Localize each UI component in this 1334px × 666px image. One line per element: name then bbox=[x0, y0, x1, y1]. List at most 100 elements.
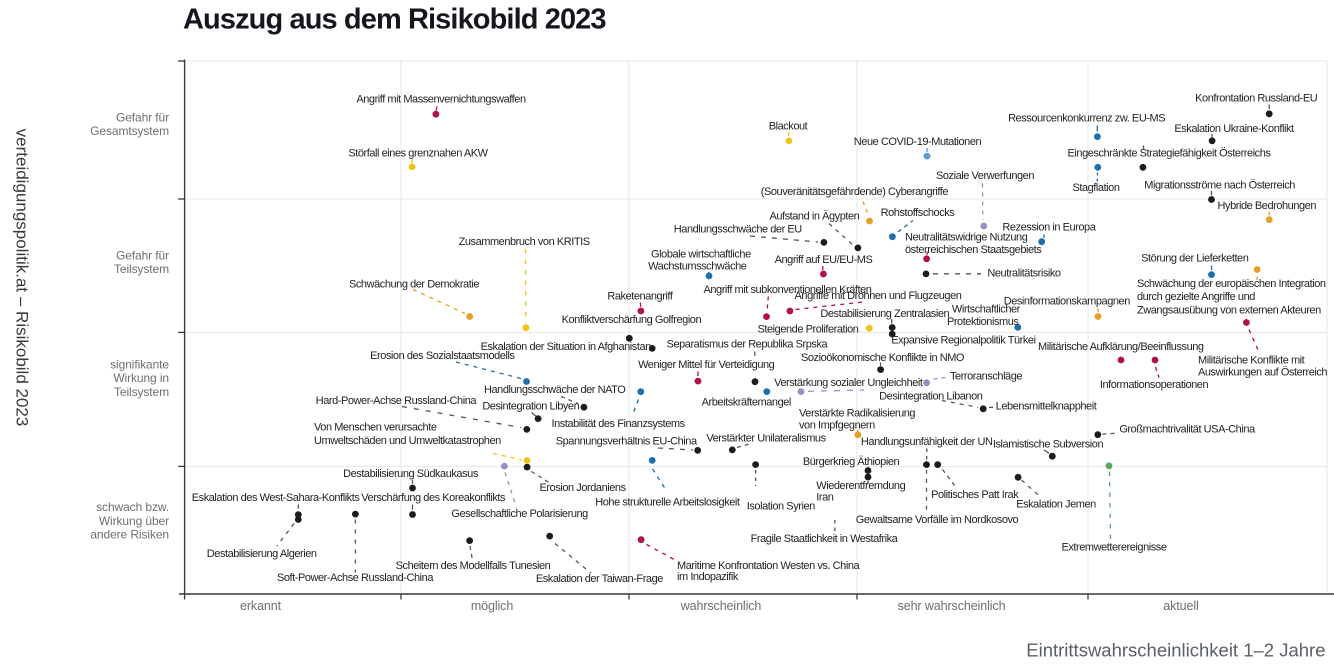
svg-text:Bürgerkrieg Äthiopien: Bürgerkrieg Äthiopien bbox=[803, 456, 900, 468]
svg-text:Handlungsunfähigkeit der UN: Handlungsunfähigkeit der UN bbox=[861, 436, 993, 448]
svg-text:Störfall eines grenznahen AKW: Störfall eines grenznahen AKW bbox=[348, 148, 488, 160]
svg-text:Teilsystem: Teilsystem bbox=[114, 262, 169, 276]
svg-text:Expansive Regionalpolitik Türk: Expansive Regionalpolitik Türkei bbox=[891, 334, 1035, 346]
svg-text:Erosion Jordaniens: Erosion Jordaniens bbox=[540, 482, 627, 494]
svg-text:Migrationsströme nach Österrei: Migrationsströme nach Österreich bbox=[1144, 179, 1295, 191]
svg-text:Isolation Syrien: Isolation Syrien bbox=[747, 501, 815, 513]
svg-text:Angriff mit Massenvernichtungs: Angriff mit Massenvernichtungswaffen bbox=[356, 93, 526, 105]
svg-text:andere Risiken: andere Risiken bbox=[90, 527, 169, 541]
svg-text:Raketenangriff: Raketenangriff bbox=[607, 290, 673, 302]
svg-text:signifikante: signifikante bbox=[110, 357, 169, 371]
svg-text:Zusammenbruch von KRITIS: Zusammenbruch von KRITIS bbox=[459, 236, 590, 248]
svg-text:Angriffe mit Drohnen und Flugz: Angriffe mit Drohnen und Flugzeugen bbox=[795, 290, 962, 302]
svg-text:Extremwetterereignisse: Extremwetterereignisse bbox=[1061, 542, 1166, 554]
svg-text:aktuell: aktuell bbox=[1163, 599, 1198, 613]
svg-text:Stagflation: Stagflation bbox=[1072, 182, 1119, 194]
svg-text:Eskalation Jemen: Eskalation Jemen bbox=[1016, 498, 1096, 510]
svg-text:Informationsoperationen: Informationsoperationen bbox=[1100, 379, 1209, 391]
svg-text:Islamistische Subversion: Islamistische Subversion bbox=[993, 438, 1104, 450]
svg-text:Desintegration Libanon: Desintegration Libanon bbox=[879, 391, 983, 403]
svg-text:Hybride Bedrohungen: Hybride Bedrohungen bbox=[1218, 200, 1317, 212]
svg-text:Scheitern des Modellfalls Tune: Scheitern des Modellfalls Tunesien bbox=[396, 560, 551, 572]
svg-text:Neutralitätsrisiko: Neutralitätsrisiko bbox=[987, 268, 1061, 280]
svg-text:Verschärfung des Koreakonflikt: Verschärfung des Koreakonflikts bbox=[361, 492, 506, 504]
svg-text:sehr wahrscheinlich: sehr wahrscheinlich bbox=[898, 599, 1006, 613]
svg-text:Wirkung über: Wirkung über bbox=[99, 514, 169, 528]
svg-text:Maritime Konfrontation Westen: Maritime Konfrontation Westen vs. China bbox=[677, 560, 861, 572]
svg-text:Auszug aus dem Risikobild 2023: Auszug aus dem Risikobild 2023 bbox=[183, 4, 606, 36]
svg-text:Soziale Verwerfungen: Soziale Verwerfungen bbox=[936, 170, 1034, 182]
svg-text:schwach bzw.: schwach bzw. bbox=[96, 500, 169, 514]
svg-text:erkannt: erkannt bbox=[240, 599, 282, 613]
svg-text:von Impfgegnern: von Impfgegnern bbox=[799, 420, 875, 432]
svg-text:Gefahr für: Gefahr für bbox=[116, 110, 169, 124]
svg-text:Destabilisierung Südkaukasus: Destabilisierung Südkaukasus bbox=[343, 468, 479, 480]
svg-text:Destabilisierung Algerien: Destabilisierung Algerien bbox=[207, 548, 317, 560]
svg-text:Wiederentfremdung: Wiederentfremdung bbox=[816, 480, 905, 492]
svg-text:Instabilität des Finanzsystems: Instabilität des Finanzsystems bbox=[551, 418, 685, 430]
svg-text:Iran: Iran bbox=[816, 492, 833, 504]
svg-text:Konfliktverschärfung Golfregio: Konfliktverschärfung Golfregion bbox=[562, 314, 702, 326]
svg-text:Gesamtsystem: Gesamtsystem bbox=[90, 124, 169, 138]
svg-text:Auswirkungen auf Österreich: Auswirkungen auf Österreich bbox=[1198, 366, 1327, 378]
svg-text:Soft-Power-Achse Russland-Chin: Soft-Power-Achse Russland-China bbox=[277, 572, 434, 584]
svg-text:Eskalation der Taiwan-Frage: Eskalation der Taiwan-Frage bbox=[536, 573, 663, 585]
svg-text:Großmachtrivalität USA-China: Großmachtrivalität USA-China bbox=[1119, 424, 1256, 436]
svg-text:Militärische Konflikte mit: Militärische Konflikte mit bbox=[1198, 355, 1305, 367]
svg-text:Steigende Proliferation: Steigende Proliferation bbox=[758, 323, 859, 335]
svg-text:Globale wirtschaftliche: Globale wirtschaftliche bbox=[651, 249, 751, 261]
svg-text:Hard-Power-Achse Russland-Chin: Hard-Power-Achse Russland-China bbox=[316, 395, 478, 407]
svg-text:Ressourcenkonkurrenz zw. EU-MS: Ressourcenkonkurrenz zw. EU-MS bbox=[1008, 113, 1165, 125]
svg-text:Weniger Mittel für Verteidigun: Weniger Mittel für Verteidigung bbox=[638, 359, 775, 371]
svg-text:Desintegration Libyen: Desintegration Libyen bbox=[482, 400, 579, 412]
svg-text:Eintrittswahrscheinlichkeit 1–: Eintrittswahrscheinlichkeit 1–2 Jahre bbox=[1026, 640, 1325, 661]
svg-text:Wirtschaftlicher: Wirtschaftlicher bbox=[952, 304, 1021, 316]
svg-text:Störung der Lieferketten: Störung der Lieferketten bbox=[1141, 253, 1249, 265]
svg-text:Wirkung in: Wirkung in bbox=[113, 371, 169, 385]
svg-text:Fragile Staatlichkeit in Westa: Fragile Staatlichkeit in Westafrika bbox=[751, 533, 899, 545]
svg-text:Angriff mit subkonventionellen: Angriff mit subkonventionellen Kräften bbox=[704, 284, 872, 296]
svg-text:Spannungsverhältnis EU-China: Spannungsverhältnis EU-China bbox=[556, 436, 698, 448]
svg-text:Arbeitskräftemangel: Arbeitskräftemangel bbox=[702, 397, 791, 409]
svg-text:Eskalation Ukraine-Konflikt: Eskalation Ukraine-Konflikt bbox=[1174, 123, 1294, 135]
svg-text:Konfrontation Russland-EU: Konfrontation Russland-EU bbox=[1195, 92, 1318, 104]
svg-text:Verstärkung sozialer Ungleichh: Verstärkung sozialer Ungleichheit bbox=[774, 377, 923, 389]
svg-text:Desinformationskampagnen: Desinformationskampagnen bbox=[1004, 296, 1130, 308]
svg-text:Verstärkte Radikalisierung: Verstärkte Radikalisierung bbox=[799, 408, 915, 420]
svg-text:Neutralitätswidrige Nutzung: Neutralitätswidrige Nutzung bbox=[905, 232, 1028, 244]
svg-text:Protektionismus: Protektionismus bbox=[947, 316, 1019, 328]
svg-text:Militärische Aufklärung/Beeinf: Militärische Aufklärung/Beeinflussung bbox=[1038, 341, 1204, 353]
svg-text:Angriff auf EU/EU-MS: Angriff auf EU/EU-MS bbox=[775, 254, 873, 266]
svg-text:Wachstumsschwäche: Wachstumsschwäche bbox=[648, 261, 747, 273]
svg-text:Handlungsschwäche der EU: Handlungsschwäche der EU bbox=[674, 224, 803, 236]
svg-text:Blackout: Blackout bbox=[769, 120, 808, 132]
svg-text:(Souveränitätsgefährdende) Cyb: (Souveränitätsgefährdende) Cyberangriffe bbox=[761, 186, 949, 198]
svg-text:durch gezielte Angriffe und: durch gezielte Angriffe und bbox=[1137, 291, 1255, 303]
svg-text:Rohstoffschocks: Rohstoffschocks bbox=[881, 207, 956, 219]
svg-text:Umweltschäden und Umweltkatast: Umweltschäden und Umweltkatastrophen bbox=[314, 435, 501, 447]
svg-text:verteidigungspolitik.at – Risi: verteidigungspolitik.at – Risikobild 202… bbox=[12, 129, 31, 427]
svg-text:möglich: möglich bbox=[471, 599, 514, 613]
svg-text:Rezession in Europa: Rezession in Europa bbox=[1002, 222, 1096, 234]
svg-text:österreichischen Staatsgebiets: österreichischen Staatsgebiets bbox=[905, 244, 1042, 256]
svg-text:im Indopazifik: im Indopazifik bbox=[677, 571, 739, 583]
svg-text:Destabilisierung Zentralasien: Destabilisierung Zentralasien bbox=[820, 308, 949, 320]
svg-text:Lebensmittelknappheit: Lebensmittelknappheit bbox=[996, 401, 1097, 413]
svg-text:Schwächung der Demokratie: Schwächung der Demokratie bbox=[349, 279, 479, 291]
svg-text:Sozioökonomische Konflikte in: Sozioökonomische Konflikte in NMO bbox=[801, 352, 965, 364]
svg-text:Von Menschen verursachte: Von Menschen verursachte bbox=[314, 422, 437, 434]
svg-text:Politisches Patt Irak: Politisches Patt Irak bbox=[931, 489, 1019, 501]
svg-text:Terroranschläge: Terroranschläge bbox=[950, 371, 1022, 383]
svg-text:Teilsystem: Teilsystem bbox=[114, 385, 169, 399]
svg-text:Handlungsschwäche der NATO: Handlungsschwäche der NATO bbox=[484, 384, 626, 396]
svg-text:Hohe strukturelle Arbeitslosig: Hohe strukturelle Arbeitslosigkeit bbox=[595, 497, 740, 509]
svg-text:Neue COVID-19-Mutationen: Neue COVID-19-Mutationen bbox=[854, 136, 982, 148]
svg-text:Verstärkter Unilateralismus: Verstärkter Unilateralismus bbox=[706, 433, 826, 445]
svg-text:Schwächung der europäischen In: Schwächung der europäischen Integration bbox=[1137, 278, 1326, 290]
svg-text:Eskalation der Situation in Af: Eskalation der Situation in Afghanistan bbox=[481, 341, 652, 353]
svg-text:wahrscheinlich: wahrscheinlich bbox=[680, 599, 762, 613]
svg-text:Erosion des Sozialstaatsmodell: Erosion des Sozialstaatsmodells bbox=[370, 350, 515, 362]
svg-text:Gesellschaftliche Polarisierun: Gesellschaftliche Polarisierung bbox=[451, 508, 588, 520]
svg-text:Zwangsausübung von externen Ak: Zwangsausübung von externen Akteuren bbox=[1137, 304, 1321, 316]
svg-text:Aufstand in Ägypten: Aufstand in Ägypten bbox=[769, 211, 859, 223]
